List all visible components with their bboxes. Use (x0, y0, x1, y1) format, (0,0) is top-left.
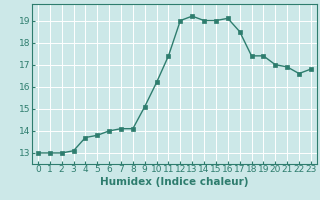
X-axis label: Humidex (Indice chaleur): Humidex (Indice chaleur) (100, 177, 249, 187)
